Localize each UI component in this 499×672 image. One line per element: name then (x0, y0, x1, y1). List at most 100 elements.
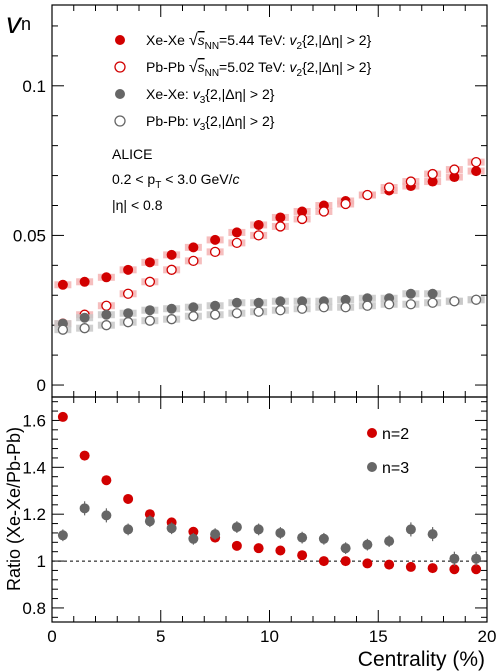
data-point-series-1 (144, 276, 156, 287)
x-tick-label: 15 (369, 627, 388, 646)
data-point-series-0 (275, 212, 286, 223)
x-tick-label: 0 (47, 627, 56, 646)
ratio-point-n=2 (188, 526, 199, 537)
data-point-series-0 (188, 242, 199, 253)
data-point-series-2 (231, 297, 242, 308)
y-tick-label: 0.1 (22, 77, 46, 96)
legend-entry: Xe-Xe √sNN=5.44 TeV: v2{2,|Δη| > 2} (146, 32, 372, 52)
bottom-panel-x-tick-labels: 0 5 10 15 20 (47, 627, 496, 646)
x-tick-label: 20 (478, 627, 497, 646)
data-point-series-3 (449, 296, 460, 307)
legend-text-part: Pb-Pb: (146, 113, 193, 129)
ratio-point-n=2 (405, 561, 416, 572)
bottom-panel-y-tick-labels: 0.8 1 1.2 1.4 1.6 (22, 411, 46, 618)
bottom-panel-xlabel: Centrality (%) (358, 648, 485, 671)
ratio-legend-label: n=3 (382, 460, 409, 477)
data-point-series-1 (340, 198, 351, 210)
data-point-series-1 (209, 246, 221, 258)
data-point-series-3 (79, 323, 90, 334)
legend-text-part: {2,|Δη| > 2} (302, 59, 372, 75)
data-point-series-2 (405, 288, 416, 299)
bottom-panel-points (57, 411, 482, 575)
ratio-point-n=3 (449, 553, 460, 564)
legend-text-part: {2,|Δη| > 2} (205, 113, 275, 129)
data-point-series-0 (231, 227, 242, 238)
data-point-series-1 (362, 189, 373, 201)
data-point-series-3 (383, 299, 395, 310)
ratio-point-n=2 (123, 493, 134, 504)
x-tick-label: 10 (260, 627, 279, 646)
data-point-series-0 (166, 249, 177, 260)
ratio-point-n=2 (275, 545, 286, 556)
legend-text-part: =5.44 TeV: (219, 32, 289, 48)
ratio-point-n=2 (253, 543, 264, 554)
y-tick-label: 0.8 (22, 599, 46, 618)
ratio-point-n=2 (101, 475, 112, 486)
legend-text-part: Pb-Pb (146, 59, 189, 75)
ratio-point-n=3 (79, 503, 90, 514)
ratio-point-n=3 (231, 522, 242, 533)
top-panel-y-tick-labels: 0 0.05 0.1 (13, 77, 46, 395)
data-point-series-1 (383, 182, 395, 193)
annotation-pt-range-c: c (233, 171, 240, 187)
annotation-pt-range-b: < 3.0 GeV/ (161, 171, 232, 187)
ratio-point-n=3 (297, 532, 308, 543)
data-point-series-3 (340, 302, 351, 313)
annotation-pt-range: 0.2 < pT < 3.0 GeV/c (112, 171, 240, 191)
data-point-series-0 (427, 176, 438, 187)
ratio-point-n=2 (318, 556, 329, 567)
ratio-point-n=3 (275, 527, 286, 538)
data-point-series-3 (166, 314, 177, 325)
legend-marker (114, 61, 126, 73)
data-point-series-3 (362, 300, 373, 311)
legend-text-part: Xe-Xe (146, 32, 189, 48)
data-point-series-0 (449, 172, 460, 183)
ratio-point-n=2 (384, 559, 395, 570)
bottom-panel-ylabel: Ratio (Xe-Xe/Pb-Pb) (4, 427, 24, 591)
data-point-series-3 (296, 303, 308, 314)
legend-text-part: s (198, 59, 205, 75)
ratio-point-n=3 (384, 536, 395, 547)
data-point-series-1 (318, 206, 330, 217)
ratio-point-n=3 (123, 524, 134, 535)
ratio-legend-label: n=2 (382, 426, 409, 443)
legend-text-part: 2 (297, 68, 303, 79)
top-panel: 00.050.1 vn Xe-Xe √sNN=5.44 TeV: v2{2,|Δ… (6, 4, 488, 398)
y-tick-label: 1.2 (22, 505, 46, 524)
legend-text-part: NN (205, 41, 219, 52)
y-tick-label: 1.4 (22, 458, 46, 477)
legend-entry: Xe-Xe: v3{2,|Δη| > 2} (146, 86, 275, 106)
ratio-point-n=2 (449, 564, 460, 575)
bottom-panel: 0.8 1 1.2 1.4 1.6 0 5 10 15 20 n=2 n=3 Ratio (Xe-… (4, 396, 496, 671)
legend-text-part: √ (189, 59, 198, 76)
legend-text-part: 3 (200, 122, 206, 133)
top-panel-ylabel: vn (6, 7, 31, 40)
data-point-series-1 (296, 213, 308, 225)
data-point-series-3 (101, 320, 112, 331)
data-point-series-3 (57, 324, 69, 335)
legend-marker (114, 115, 126, 127)
data-point-series-0 (210, 234, 221, 245)
ratio-point-n=3 (166, 523, 177, 534)
data-point-series-1 (188, 255, 199, 266)
data-point-series-3 (427, 297, 438, 308)
y-tick-label: 1 (37, 552, 46, 571)
legend-text-part: Xe-Xe: (146, 86, 193, 102)
legend-text-part: v (193, 113, 201, 129)
top-panel-ticks (51, 5, 488, 397)
data-point-series-3 (188, 311, 199, 322)
data-point-series-1 (449, 164, 460, 175)
data-point-series-0 (101, 272, 112, 283)
legend-text-part: =5.02 TeV: (219, 59, 289, 75)
legend-text-part: {2,|Δη| > 2} (205, 86, 275, 102)
data-point-series-3 (122, 317, 134, 328)
ratio-point-n=3 (144, 516, 155, 527)
ratio-point-n=2 (362, 558, 373, 569)
legend-text-part: NN (205, 68, 219, 79)
x-tick-label: 5 (156, 627, 165, 646)
ratio-point-n=2 (471, 564, 482, 575)
ratio-point-n=3 (318, 533, 329, 544)
ratio-point-n=2 (340, 556, 351, 567)
annotation-block: ALICE 0.2 < pT < 3.0 GeV/c |η| < 0.8 (112, 146, 240, 213)
